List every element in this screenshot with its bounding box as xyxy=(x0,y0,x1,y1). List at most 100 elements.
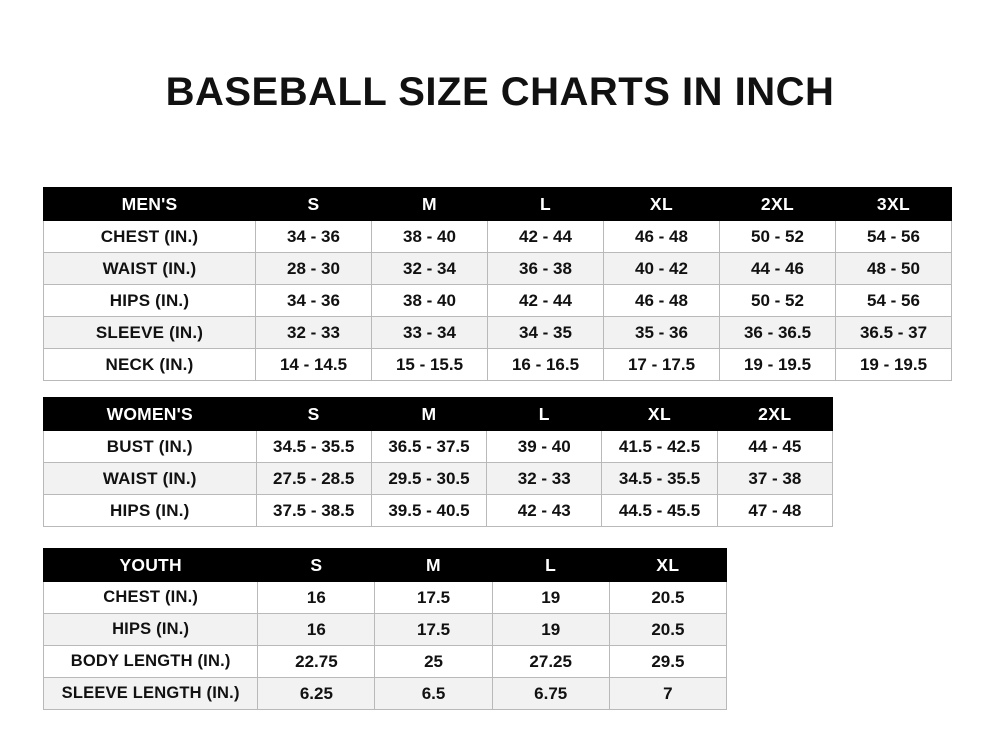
womens-waist-xl: 34.5 - 35.5 xyxy=(601,462,718,495)
womens-bust-s: 34.5 - 35.5 xyxy=(255,430,372,463)
mens-waist-s: 28 - 30 xyxy=(255,252,372,285)
womens-hips-s: 37.5 - 38.5 xyxy=(255,494,372,527)
youth-sleeve-length-m: 6.5 xyxy=(374,677,493,710)
mens-chest-3xl: 54 - 56 xyxy=(835,220,952,253)
womens-row-label-hips: HIPS (IN.) xyxy=(43,494,257,527)
womens-hips-xl: 44.5 - 45.5 xyxy=(601,494,718,527)
womens-header-2xl: 2XL xyxy=(716,397,834,431)
youth-hips-xl: 20.5 xyxy=(608,613,728,646)
youth-body-length-l: 27.25 xyxy=(491,645,610,678)
mens-row-label-sleeve: SLEEVE (IN.) xyxy=(43,316,256,349)
mens-sleeve-m: 33 - 34 xyxy=(371,316,488,349)
mens-neck-s: 14 - 14.5 xyxy=(255,348,372,381)
youth-chest-s: 16 xyxy=(257,581,376,614)
youth-table-body: CHEST (IN.) 16 17.5 19 20.5 HIPS (IN.) 1… xyxy=(42,581,728,710)
youth-row-label-sleeve-length: SLEEVE LENGTH (IN.) xyxy=(42,677,259,710)
mens-table-head: MEN'S S M L XL 2XL 3XL xyxy=(43,187,952,221)
womens-row-label-waist: WAIST (IN.) xyxy=(43,462,257,495)
mens-waist-3xl: 48 - 50 xyxy=(835,252,952,285)
mens-sleeve-l: 34 - 35 xyxy=(487,316,604,349)
mens-chest-l: 42 - 44 xyxy=(487,220,604,253)
table-row: BUST (IN.) 34.5 - 35.5 36.5 - 37.5 39 - … xyxy=(43,430,834,463)
mens-table-body: CHEST (IN.) 34 - 36 38 - 40 42 - 44 46 -… xyxy=(43,220,952,381)
mens-hips-s: 34 - 36 xyxy=(255,284,372,317)
mens-sleeve-xl: 35 - 36 xyxy=(603,316,720,349)
mens-sleeve-s: 32 - 33 xyxy=(255,316,372,349)
womens-bust-2xl: 44 - 45 xyxy=(716,430,834,463)
table-row: WAIST (IN.) 27.5 - 28.5 29.5 - 30.5 32 -… xyxy=(43,462,834,495)
mens-sleeve-2xl: 36 - 36.5 xyxy=(719,316,836,349)
mens-chest-xl: 46 - 48 xyxy=(603,220,720,253)
youth-table-head: YOUTH S M L XL xyxy=(42,548,728,582)
youth-sleeve-length-l: 6.75 xyxy=(491,677,610,710)
table-row: WAIST (IN.) 28 - 30 32 - 34 36 - 38 40 -… xyxy=(43,252,952,285)
womens-table-head: WOMEN'S S M L XL 2XL xyxy=(43,397,834,431)
mens-hips-xl: 46 - 48 xyxy=(603,284,720,317)
mens-row-label-chest: CHEST (IN.) xyxy=(43,220,256,253)
mens-chest-m: 38 - 40 xyxy=(371,220,488,253)
youth-header-m: M xyxy=(374,548,493,582)
mens-neck-m: 15 - 15.5 xyxy=(371,348,488,381)
womens-header-s: S xyxy=(255,397,372,431)
youth-header-s: S xyxy=(257,548,376,582)
youth-sleeve-length-s: 6.25 xyxy=(257,677,376,710)
mens-header-s: S xyxy=(255,187,372,221)
mens-row-label-hips: HIPS (IN.) xyxy=(43,284,256,317)
womens-header-xl: XL xyxy=(601,397,718,431)
mens-header-row: MEN'S S M L XL 2XL 3XL xyxy=(43,187,952,221)
womens-header-row: WOMEN'S S M L XL 2XL xyxy=(43,397,834,431)
youth-header-xl: XL xyxy=(608,548,728,582)
mens-waist-2xl: 44 - 46 xyxy=(719,252,836,285)
womens-row-label-bust: BUST (IN.) xyxy=(43,430,257,463)
mens-chest-2xl: 50 - 52 xyxy=(719,220,836,253)
youth-header-row: YOUTH S M L XL xyxy=(42,548,728,582)
mens-header-xl: XL xyxy=(603,187,720,221)
table-row: HIPS (IN.) 16 17.5 19 20.5 xyxy=(42,613,728,646)
womens-bust-m: 36.5 - 37.5 xyxy=(370,430,488,463)
mens-neck-3xl: 19 - 19.5 xyxy=(835,348,952,381)
womens-hips-l: 42 - 43 xyxy=(486,494,603,527)
youth-row-label-hips: HIPS (IN.) xyxy=(42,613,259,646)
table-row: HIPS (IN.) 37.5 - 38.5 39.5 - 40.5 42 - … xyxy=(43,494,834,527)
mens-hips-l: 42 - 44 xyxy=(487,284,604,317)
mens-waist-m: 32 - 34 xyxy=(371,252,488,285)
youth-hips-m: 17.5 xyxy=(374,613,493,646)
youth-chest-l: 19 xyxy=(491,581,610,614)
mens-sleeve-3xl: 36.5 - 37 xyxy=(835,316,952,349)
youth-hips-s: 16 xyxy=(257,613,376,646)
table-row: HIPS (IN.) 34 - 36 38 - 40 42 - 44 46 - … xyxy=(43,284,952,317)
mens-row-label-neck: NECK (IN.) xyxy=(43,348,256,381)
mens-neck-l: 16 - 16.5 xyxy=(487,348,604,381)
youth-size-table: YOUTH S M L XL CHEST (IN.) 16 17.5 19 20… xyxy=(42,548,728,710)
mens-chest-s: 34 - 36 xyxy=(255,220,372,253)
table-row: SLEEVE (IN.) 32 - 33 33 - 34 34 - 35 35 … xyxy=(43,316,952,349)
youth-header-category: YOUTH xyxy=(42,548,259,582)
womens-size-table: WOMEN'S S M L XL 2XL BUST (IN.) 34.5 - 3… xyxy=(43,397,834,527)
womens-header-l: L xyxy=(486,397,603,431)
table-row: NECK (IN.) 14 - 14.5 15 - 15.5 16 - 16.5… xyxy=(43,348,952,381)
mens-neck-xl: 17 - 17.5 xyxy=(603,348,720,381)
womens-waist-m: 29.5 - 30.5 xyxy=(370,462,488,495)
youth-body-length-s: 22.75 xyxy=(257,645,376,678)
youth-row-label-body-length: BODY LENGTH (IN.) xyxy=(42,645,259,678)
mens-waist-xl: 40 - 42 xyxy=(603,252,720,285)
mens-header-3xl: 3XL xyxy=(835,187,952,221)
mens-row-label-waist: WAIST (IN.) xyxy=(43,252,256,285)
mens-header-l: L xyxy=(487,187,604,221)
table-row: CHEST (IN.) 16 17.5 19 20.5 xyxy=(42,581,728,614)
womens-table-body: BUST (IN.) 34.5 - 35.5 36.5 - 37.5 39 - … xyxy=(43,430,834,527)
table-row: SLEEVE LENGTH (IN.) 6.25 6.5 6.75 7 xyxy=(42,677,728,710)
table-row: BODY LENGTH (IN.) 22.75 25 27.25 29.5 xyxy=(42,645,728,678)
youth-body-length-m: 25 xyxy=(374,645,493,678)
mens-header-m: M xyxy=(371,187,488,221)
womens-header-category: WOMEN'S xyxy=(43,397,257,431)
womens-bust-xl: 41.5 - 42.5 xyxy=(601,430,718,463)
womens-header-m: M xyxy=(370,397,488,431)
mens-header-category: MEN'S xyxy=(43,187,256,221)
mens-size-table: MEN'S S M L XL 2XL 3XL CHEST (IN.) 34 - … xyxy=(43,187,952,381)
page-title: BASEBALL SIZE CHARTS IN INCH xyxy=(165,70,835,114)
youth-row-label-chest: CHEST (IN.) xyxy=(42,581,259,614)
table-row: CHEST (IN.) 34 - 36 38 - 40 42 - 44 46 -… xyxy=(43,220,952,253)
mens-neck-2xl: 19 - 19.5 xyxy=(719,348,836,381)
